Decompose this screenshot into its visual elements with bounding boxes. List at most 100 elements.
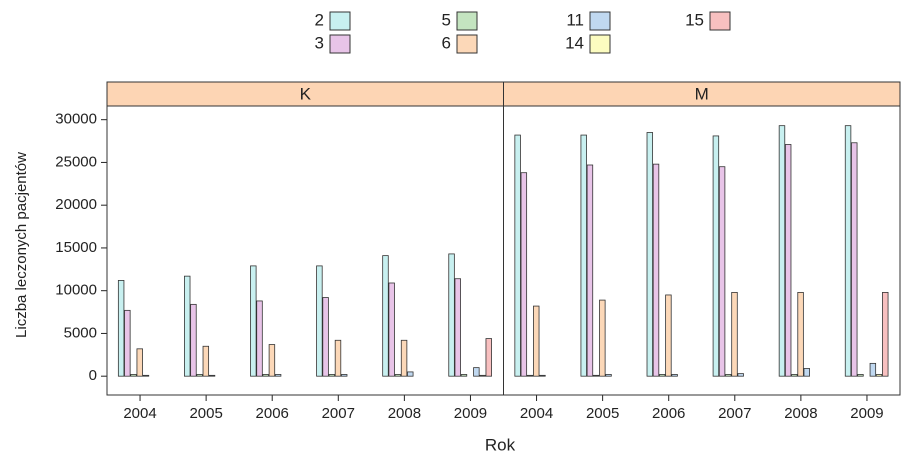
bar [184,275,191,377]
legend-label: 3 [315,33,324,52]
x-tick-label: 2008 [784,405,817,422]
x-axis-label: Rok [485,435,516,454]
x-tick-label: 2006 [652,405,685,422]
bar [117,280,125,377]
bar [875,374,883,377]
x-tick-label: 2007 [718,405,751,422]
bar [580,134,587,377]
bar [659,374,666,377]
bar [136,348,143,377]
bar [844,125,852,377]
x-tick-label: 2004 [520,405,553,422]
bar [791,374,798,377]
bar [394,374,402,377]
bar [592,374,600,377]
legend-swatch [456,11,478,31]
legend-label: 11 [566,10,584,29]
bar [526,374,534,377]
x-tick-label: 2006 [256,405,289,422]
bar [400,339,408,377]
bar [725,374,732,377]
bar [731,291,738,377]
bar [460,374,468,377]
bar [671,374,678,377]
bar [485,338,492,377]
bar [448,253,455,377]
legend-swatch [589,11,611,31]
bar [340,374,348,377]
bar [857,374,864,377]
legend-label: 6 [442,33,451,52]
bar [250,265,257,377]
bar [586,164,594,377]
legend-swatch [329,34,351,54]
bar [784,144,792,377]
bar [388,282,395,377]
bar [322,297,329,377]
bar [473,367,480,377]
x-tick-label: 2009 [454,405,487,422]
bar [202,345,210,377]
y-axis-label: Liczba leczonych pacjentów [13,152,30,338]
bar [190,303,197,377]
bar [605,374,612,377]
bar [328,374,335,377]
bar [382,255,389,377]
bar [882,291,889,377]
bar [718,166,726,377]
x-tick-label: 2004 [123,405,156,422]
bar [533,305,540,377]
bar [646,132,654,377]
panel-title: M [695,84,709,103]
legend-label: 5 [442,10,451,29]
bar [256,300,263,377]
legend-label: 14 [565,33,584,52]
bar [803,368,810,377]
bar [407,371,414,377]
bar [514,134,521,377]
legend-label: 2 [315,10,324,29]
legend-label: 15 [685,10,704,29]
legend-swatch [329,11,351,31]
bar [124,309,131,377]
panel-frame [503,105,901,396]
bar [130,374,137,377]
x-tick-label: 2005 [189,405,222,422]
y-tick-label: 30000 [55,111,97,128]
legend-swatch [709,11,731,31]
bar [869,362,877,377]
bar [599,299,606,377]
bar [316,265,323,377]
bar [262,374,269,377]
bar [712,135,720,377]
x-tick-label: 2007 [322,405,355,422]
legend-swatch [456,34,478,54]
bar [665,294,672,377]
legend-swatch [589,34,611,54]
bar [479,374,486,377]
panel-frame [106,105,504,396]
y-tick-label: 0 [89,367,97,384]
bar [454,278,461,377]
x-tick-label: 2008 [388,405,421,422]
y-tick-label: 10000 [55,282,97,299]
bar [208,374,216,377]
bar [539,374,546,377]
bar [274,374,282,377]
bar [142,374,150,377]
bar [334,339,342,377]
y-tick-label: 15000 [55,239,97,256]
bar [652,163,660,377]
bar [851,142,858,377]
x-tick-label: 2005 [586,405,619,422]
y-tick-label: 20000 [55,196,97,213]
bar [797,291,804,377]
x-tick-label: 2009 [850,405,883,422]
y-tick-label: 5000 [64,324,97,341]
bar [737,373,744,377]
panel-title: K [300,84,312,103]
y-tick-label: 25000 [55,153,97,170]
bar [196,374,203,377]
bar [778,125,786,377]
